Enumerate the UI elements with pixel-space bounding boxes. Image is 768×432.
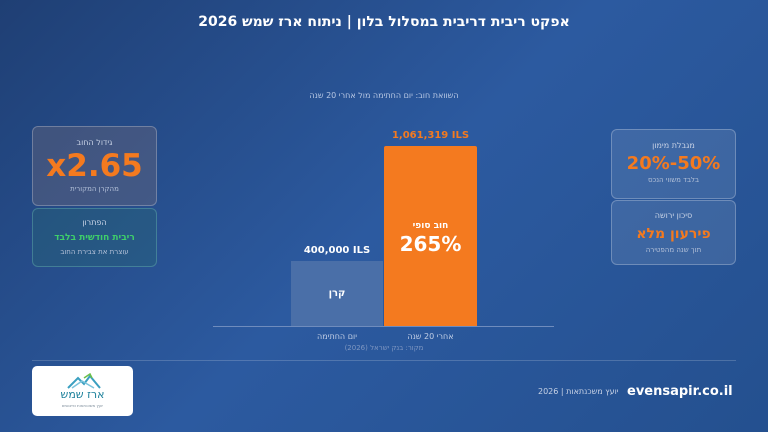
x-tick-label-after-20-years: אחרי 20 שנה bbox=[407, 332, 454, 341]
chart-source: מקור: בנק ישראל (2026) bbox=[344, 344, 424, 352]
bar-final-debt: חוב סופי 265% bbox=[384, 146, 477, 326]
brand-logo: ארז שמש יועץ משכנתאות ופיננסים bbox=[32, 366, 133, 416]
debt-growth-card: גידול החוב x2.65 מהקרן המקורית bbox=[32, 126, 157, 206]
footer-website-link[interactable]: evensapir.co.il bbox=[627, 384, 733, 399]
solution-card: הפתרון ריבית חודשית בלבד עוצרת את צבירת … bbox=[32, 208, 157, 267]
page-title: אפקט ריבית דריבית במסלול בלון | ניתוח אר… bbox=[198, 14, 570, 30]
financing-limit-label: מגבלת מימון bbox=[652, 141, 695, 150]
financing-limit-note: בלבד משווי הנכס bbox=[647, 176, 700, 184]
bar-inner-label-principal: קרן bbox=[328, 288, 346, 299]
inheritance-risk-card: סיכון ירושה פירעון מלא תוך שנה מהפטירה bbox=[611, 200, 736, 265]
bar-inner-label-final: חוב סופי bbox=[412, 221, 449, 231]
debt-growth-label: גידול החוב bbox=[76, 138, 113, 147]
chart-subtitle: השוואת חוב: יום החתימה מול אחרי 20 שנה bbox=[309, 91, 459, 100]
logo-name: ארז שמש bbox=[60, 388, 105, 401]
bar-value-label-principal: 400,000 ILS bbox=[303, 245, 371, 256]
x-tick-label-signing-day: יום החתימה bbox=[317, 332, 357, 341]
logo-tagline: יועץ משכנתאות ופיננסים bbox=[61, 403, 104, 408]
debt-growth-note: מהקרן המקורית bbox=[70, 185, 119, 193]
financing-limit-card: מגבלת מימון 20%-50% בלבד משווי הנכס bbox=[611, 129, 736, 199]
inheritance-risk-value: פירעון מלא bbox=[636, 226, 711, 242]
bar-principal: קרן bbox=[291, 261, 383, 326]
bar-final-percent: 265% bbox=[399, 232, 462, 256]
x-axis-line bbox=[213, 326, 554, 327]
solution-note: עוצרת את צבירת החוב bbox=[60, 248, 129, 256]
solution-label: הפתרון bbox=[82, 218, 107, 227]
inheritance-risk-note: תוך שנה מהפטירה bbox=[645, 246, 702, 254]
solution-value: ריבית חודשית בלבד bbox=[54, 233, 135, 243]
debt-growth-value: x2.65 bbox=[46, 148, 143, 184]
footer-divider bbox=[32, 360, 736, 361]
financing-limit-value: 20%-50% bbox=[626, 153, 721, 174]
inheritance-risk-label: סיכון ירושה bbox=[654, 211, 693, 220]
bar-value-label-final: 1,061,319 ILS bbox=[391, 130, 470, 141]
footer-info: יועץ משכנתאות | 2026 bbox=[538, 387, 619, 396]
mountain-logo-icon bbox=[67, 372, 101, 389]
